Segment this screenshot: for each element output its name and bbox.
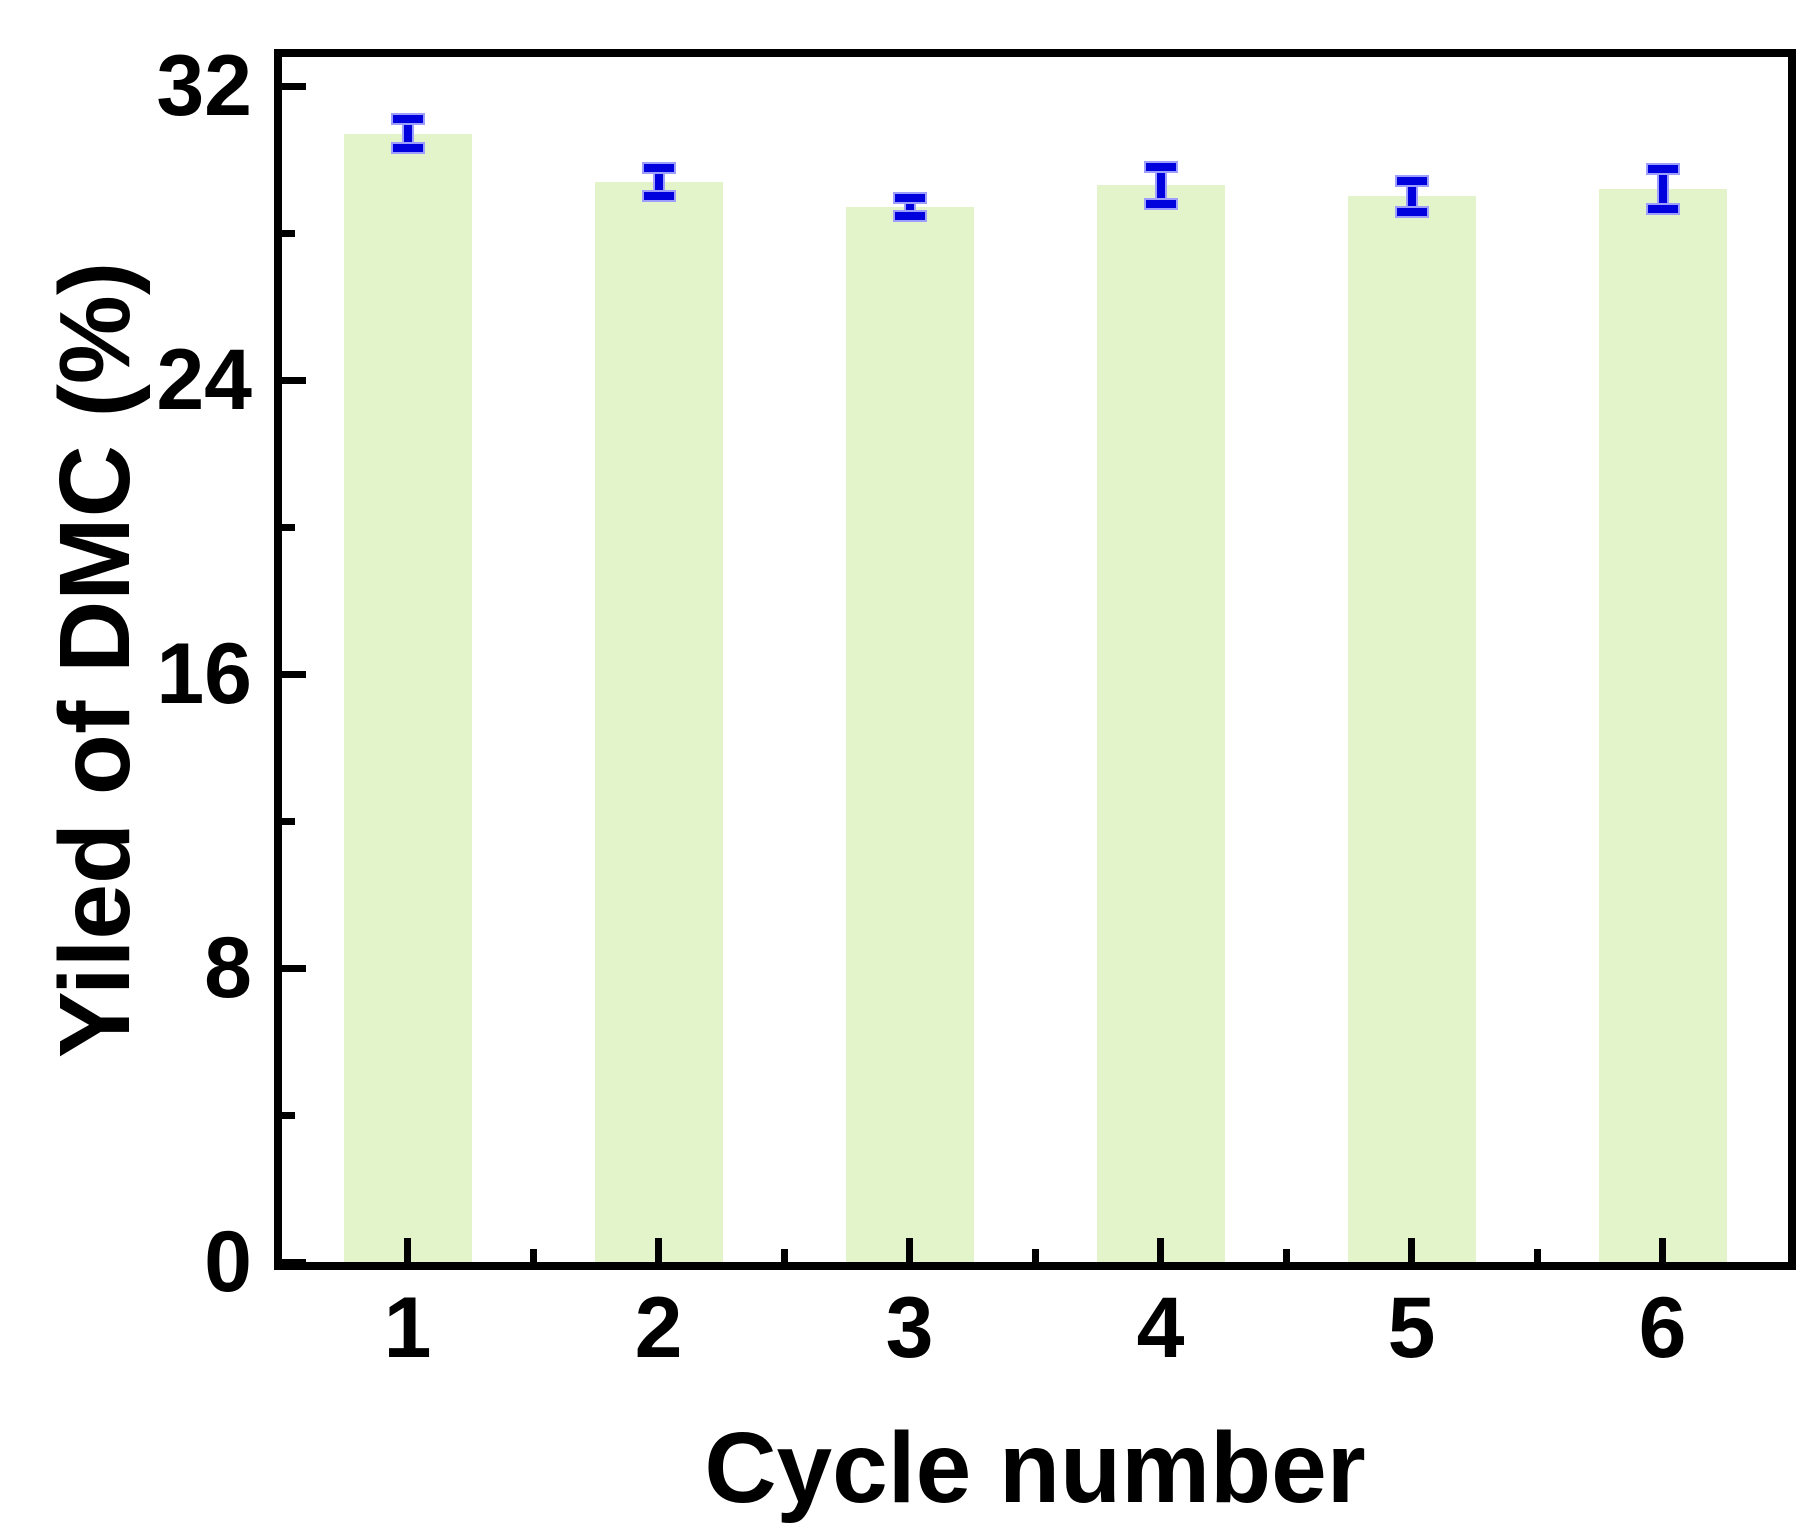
error-bar-top-cap-1 bbox=[392, 115, 423, 124]
error-bar-top-cap-4 bbox=[1145, 162, 1176, 171]
error-bar-stem-6 bbox=[1658, 168, 1667, 210]
bar-cycle-1 bbox=[343, 133, 472, 1262]
y-major-tick-0 bbox=[282, 1258, 306, 1266]
error-bar-top-cap-5 bbox=[1396, 176, 1427, 185]
bar-cycle-2 bbox=[594, 181, 723, 1262]
x-axis-title: Cycle number bbox=[704, 1412, 1366, 1524]
plot-area bbox=[274, 49, 1796, 1270]
x-tick-label-5: 5 bbox=[1387, 1280, 1436, 1376]
x-major-tick-3 bbox=[906, 1238, 913, 1262]
x-minor-tick bbox=[1031, 1249, 1039, 1262]
x-major-tick-2 bbox=[655, 1238, 662, 1262]
x-minor-tick bbox=[1282, 1249, 1290, 1262]
error-bar-stem-5 bbox=[1407, 180, 1416, 212]
x-tick-label-4: 4 bbox=[1136, 1280, 1185, 1376]
error-bar-bottom-cap-3 bbox=[894, 212, 925, 221]
bar-cycle-3 bbox=[845, 207, 974, 1262]
error-bar-stem-4 bbox=[1156, 166, 1165, 204]
error-bar-stem-2 bbox=[654, 167, 663, 196]
x-tick-label-6: 6 bbox=[1638, 1280, 1687, 1376]
x-major-tick-5 bbox=[1408, 1238, 1415, 1262]
error-bar-bottom-cap-4 bbox=[1145, 199, 1176, 208]
x-major-tick-6 bbox=[1659, 1238, 1666, 1262]
bar-cycle-4 bbox=[1096, 185, 1225, 1262]
x-tick-label-1: 1 bbox=[383, 1280, 432, 1376]
x-minor-tick bbox=[780, 1249, 788, 1262]
bar-cycle-5 bbox=[1347, 196, 1476, 1262]
error-bar-bottom-cap-6 bbox=[1647, 205, 1678, 214]
error-bar-top-cap-3 bbox=[894, 194, 925, 203]
y-major-tick-32 bbox=[282, 82, 306, 90]
error-bar-top-cap-6 bbox=[1647, 164, 1678, 173]
y-minor-tick-12 bbox=[282, 817, 295, 825]
bar-cycle-6 bbox=[1598, 188, 1727, 1262]
y-minor-tick-20 bbox=[282, 523, 295, 531]
y-major-tick-24 bbox=[282, 376, 306, 384]
error-bar-top-cap-2 bbox=[643, 163, 674, 172]
error-bar-stem-3 bbox=[905, 198, 914, 217]
x-major-tick-1 bbox=[404, 1238, 411, 1262]
y-minor-tick-28 bbox=[282, 229, 295, 237]
y-minor-tick-4 bbox=[282, 1111, 295, 1119]
x-minor-tick bbox=[1533, 1249, 1541, 1262]
y-major-tick-16 bbox=[282, 670, 306, 678]
y-tick-label-0: 0 bbox=[204, 1214, 252, 1310]
x-major-tick-4 bbox=[1157, 1238, 1164, 1262]
error-bar-bottom-cap-2 bbox=[643, 191, 674, 200]
error-bar-stem-1 bbox=[403, 119, 412, 149]
x-tick-label-2: 2 bbox=[634, 1280, 683, 1376]
x-minor-tick bbox=[529, 1249, 537, 1262]
y-axis-title: Yiled of DMC (%) bbox=[39, 261, 151, 1059]
error-bar-bottom-cap-1 bbox=[392, 144, 423, 153]
y-major-tick-8 bbox=[282, 964, 306, 972]
error-bar-bottom-cap-5 bbox=[1396, 207, 1427, 216]
y-tick-label-32: 32 bbox=[156, 38, 252, 134]
x-tick-label-3: 3 bbox=[885, 1280, 934, 1376]
